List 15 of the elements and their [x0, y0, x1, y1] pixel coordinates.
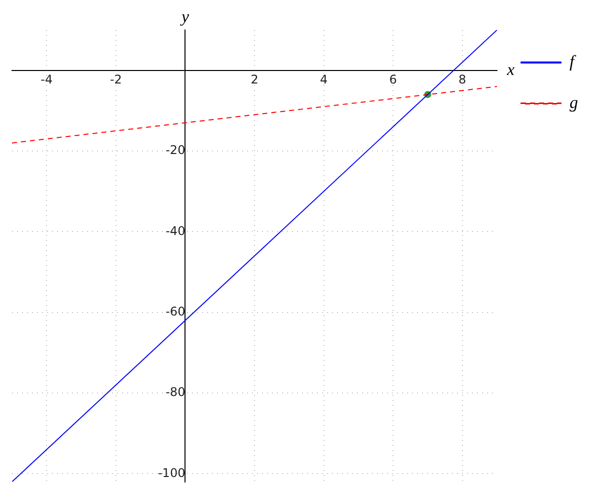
- legend-label: f: [570, 52, 576, 71]
- x-tick-label: 8: [458, 72, 466, 87]
- y-tick-label: -60: [166, 304, 186, 318]
- x-tick-label: -4: [40, 72, 53, 87]
- x-tick-label: 2: [250, 72, 258, 87]
- y-tick-label: -80: [166, 385, 186, 400]
- x-tick-label: 4: [320, 72, 328, 87]
- x-tick-label: 6: [389, 72, 397, 87]
- legend-label: g: [570, 92, 578, 112]
- y-tick-label: -100: [158, 466, 186, 480]
- y-tick-label: -20: [166, 143, 186, 158]
- x-axis-title: x: [506, 60, 515, 79]
- y-axis-title: y: [179, 6, 190, 26]
- y-tick-label: -40: [166, 224, 186, 238]
- x-tick-label: -2: [110, 72, 122, 87]
